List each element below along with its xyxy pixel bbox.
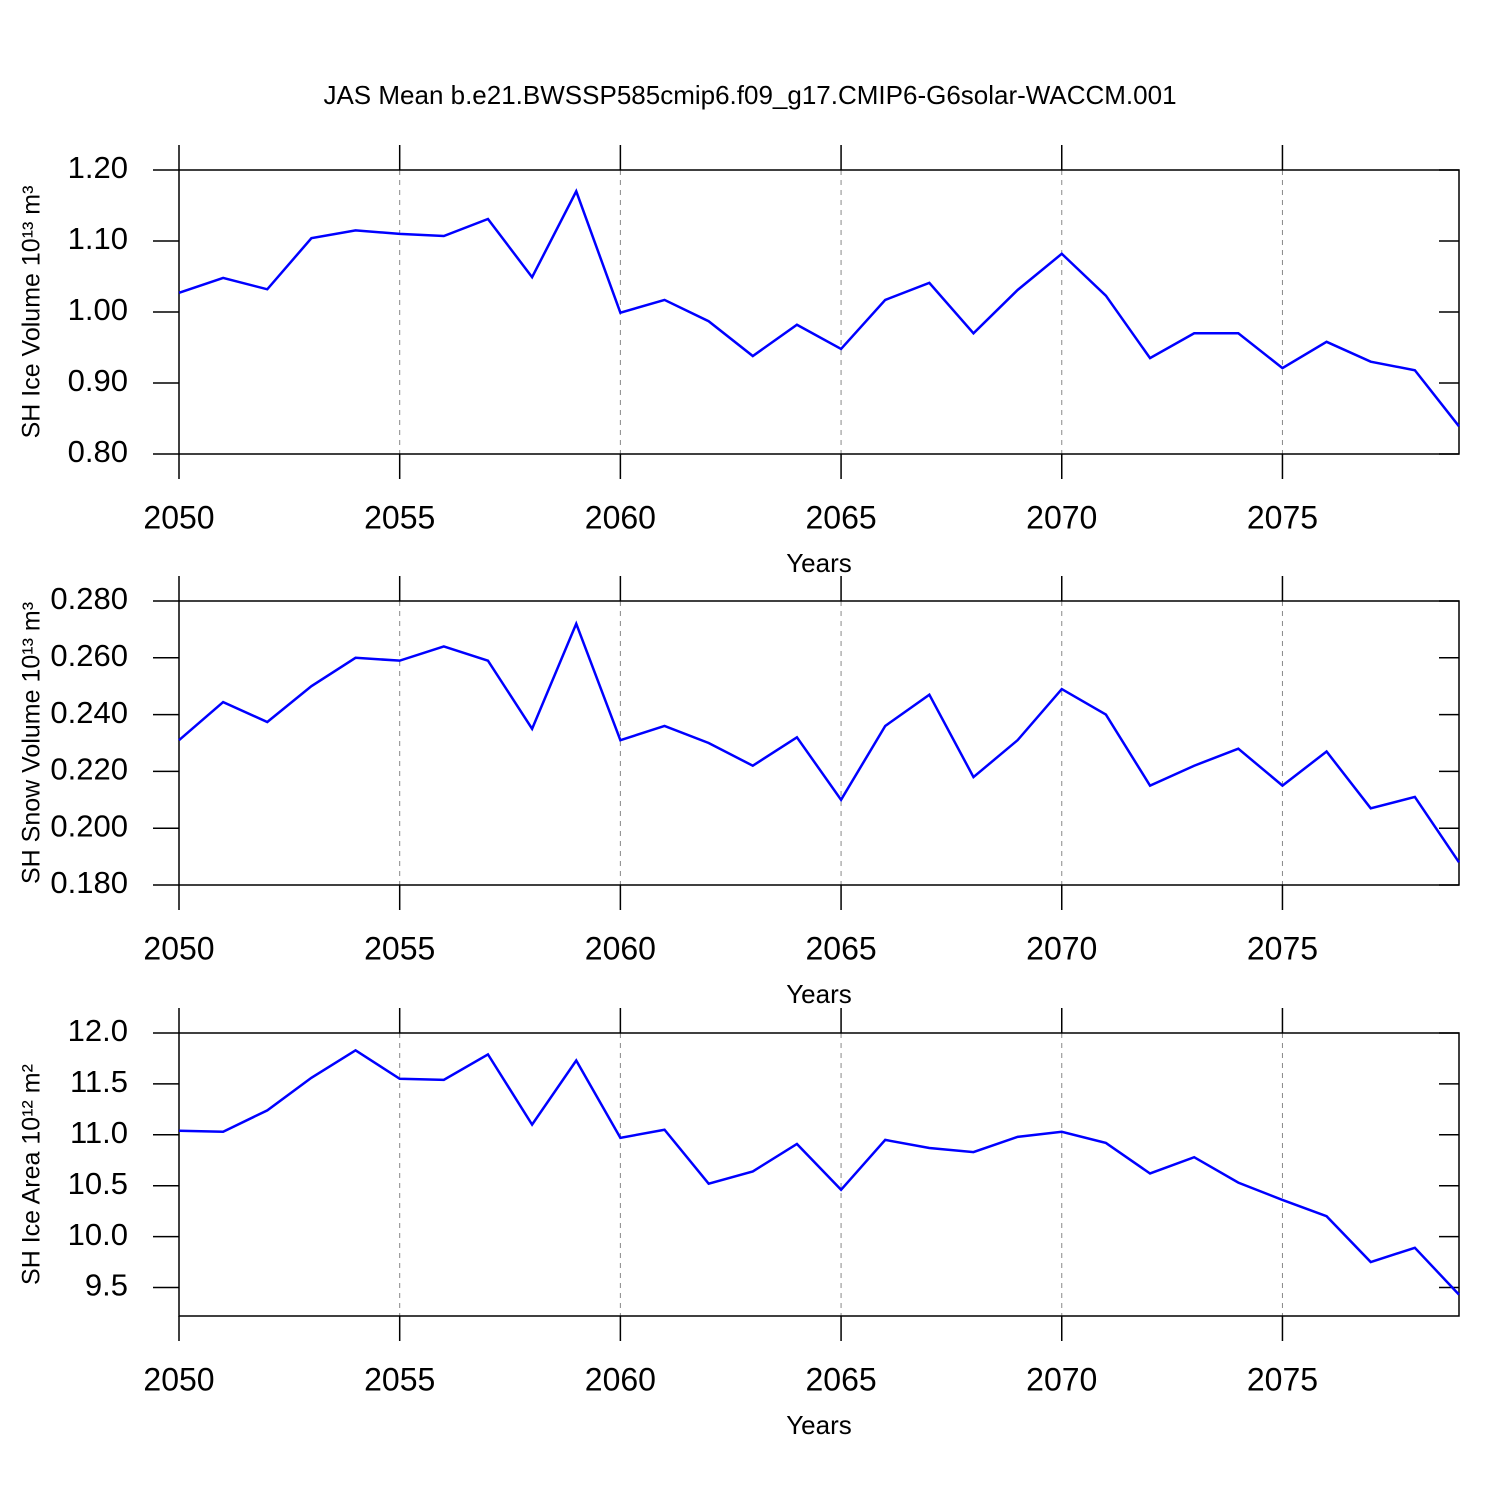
y-tick-label: 10.0 bbox=[68, 1217, 128, 1252]
x-tick-label: 2075 bbox=[1247, 499, 1318, 535]
x-tick-label: 2060 bbox=[585, 930, 656, 966]
x-tick-label: 2055 bbox=[364, 930, 435, 966]
y-tick-label: 1.10 bbox=[68, 221, 128, 256]
y-axis-title: SH Snow Volume 10¹³ m³ bbox=[18, 602, 46, 884]
x-tick-label: 2050 bbox=[143, 930, 214, 966]
series-line bbox=[178, 188, 1460, 428]
y-tick-label: 0.180 bbox=[50, 865, 128, 900]
y-tick-label: 0.280 bbox=[50, 581, 128, 616]
y-tick-label: 1.20 bbox=[68, 150, 128, 185]
y-tick-label: 0.90 bbox=[68, 363, 128, 398]
y-tick-label: 12.0 bbox=[68, 1013, 128, 1048]
plot-frame bbox=[178, 600, 1460, 886]
y-tick-label: 11.0 bbox=[70, 1115, 128, 1150]
x-axis-title: Years bbox=[786, 1410, 852, 1440]
x-axis-title: Years bbox=[786, 548, 852, 578]
x-tick-label: 2055 bbox=[364, 1361, 435, 1397]
y-axis-title: SH Ice Volume 10¹³ m³ bbox=[18, 186, 46, 439]
series-line bbox=[178, 620, 1461, 863]
plot-frame bbox=[178, 1032, 1460, 1317]
x-tick-label: 2070 bbox=[1026, 499, 1097, 535]
chart-title: JAS Mean b.e21.BWSSP585cmip6.f09_g17.CMI… bbox=[323, 80, 1176, 110]
y-tick-label: 11.5 bbox=[70, 1064, 128, 1099]
y-tick-label: 0.260 bbox=[50, 638, 128, 673]
y-tick-label: 1.00 bbox=[68, 292, 128, 327]
y-tick-label: 0.240 bbox=[50, 695, 128, 730]
series-line bbox=[178, 1048, 1460, 1296]
x-tick-label: 2065 bbox=[805, 930, 876, 966]
plot-frame bbox=[178, 169, 1460, 455]
x-tick-label: 2075 bbox=[1247, 930, 1318, 966]
y-axis-title: SH Ice Area 10¹² m² bbox=[18, 1064, 46, 1285]
y-tick-label: 0.220 bbox=[50, 752, 128, 787]
x-tick-label: 2070 bbox=[1026, 930, 1097, 966]
y-tick-label: 9.5 bbox=[85, 1268, 128, 1303]
x-axis-title: Years bbox=[786, 979, 852, 1009]
y-tick-label: 10.5 bbox=[68, 1166, 128, 1201]
x-tick-label: 2055 bbox=[364, 499, 435, 535]
y-tick-label: 0.80 bbox=[68, 434, 128, 469]
x-tick-label: 2050 bbox=[143, 499, 214, 535]
x-tick-label: 2075 bbox=[1247, 1361, 1318, 1397]
x-tick-label: 2065 bbox=[805, 1361, 876, 1397]
x-tick-label: 2065 bbox=[805, 499, 876, 535]
x-tick-label: 2060 bbox=[585, 1361, 656, 1397]
x-tick-label: 2070 bbox=[1026, 1361, 1097, 1397]
x-tick-label: 2060 bbox=[585, 499, 656, 535]
y-tick-label: 0.200 bbox=[50, 808, 128, 843]
x-tick-label: 2050 bbox=[143, 1361, 214, 1397]
